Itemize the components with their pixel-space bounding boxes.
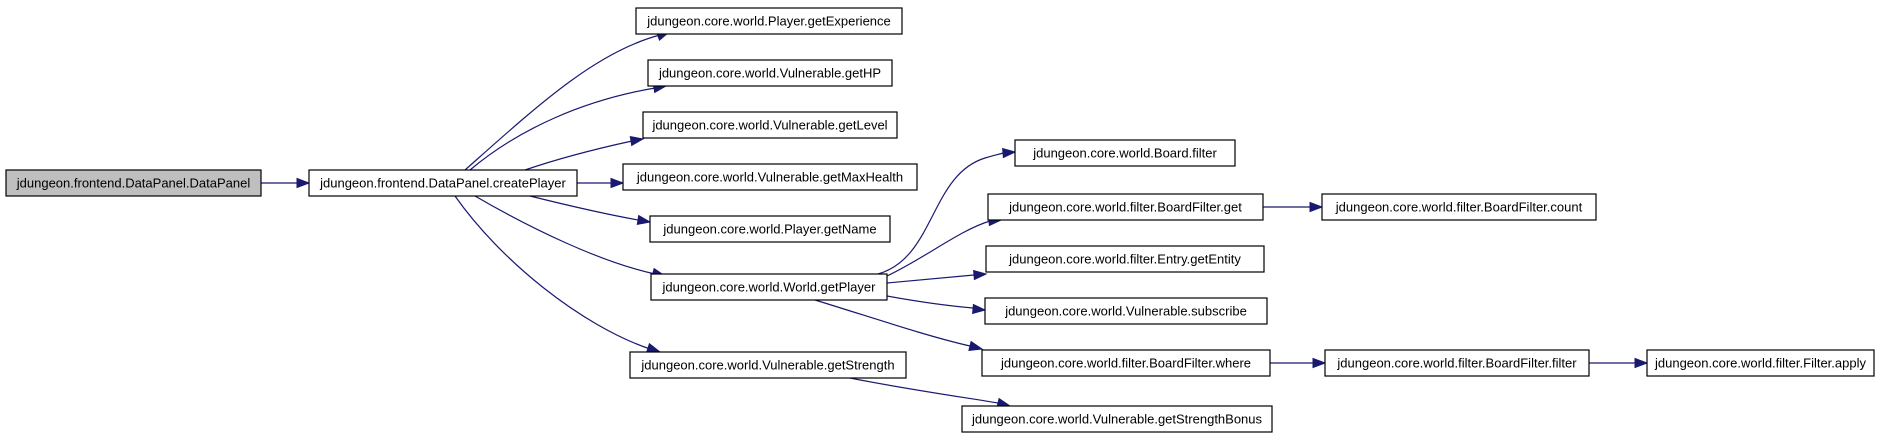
edge-n1-n8 — [454, 195, 662, 353]
edge-line — [877, 152, 1004, 275]
node-n14[interactable]: jdungeon.core.world.Vulnerable.getStreng… — [961, 405, 1273, 433]
node-label: jdungeon.core.world.Vulnerable.getStreng… — [640, 358, 894, 373]
node-label: jdungeon.core.world.Vulnerable.getStreng… — [971, 412, 1263, 427]
edge-line — [524, 140, 633, 171]
edge-arrowhead — [973, 269, 988, 281]
edge-n10-n15 — [1263, 201, 1324, 213]
edge-line — [469, 87, 656, 171]
edge-n0-n1 — [261, 177, 311, 189]
edge-line — [886, 220, 991, 277]
node-box[interactable] — [961, 405, 1273, 433]
edge-n1-n4 — [524, 135, 645, 171]
call-nodes: jdungeon.frontend.DataPanel.DataPanel jdu… — [5, 7, 1875, 433]
node-n5[interactable]: jdungeon.core.world.Vulnerable.getMaxHea… — [622, 163, 918, 191]
node-box[interactable] — [1014, 139, 1236, 167]
node-box[interactable] — [308, 169, 578, 197]
node-box[interactable] — [647, 59, 893, 87]
edge-n7-n10 — [886, 215, 1003, 277]
node-n0[interactable]: jdungeon.frontend.DataPanel.DataPanel — [5, 169, 262, 197]
node-label: jdungeon.core.world.filter.BoardFilter.w… — [1000, 356, 1251, 371]
edge-n7-n13 — [814, 299, 984, 351]
edge-n7-n11 — [886, 269, 988, 284]
node-label: jdungeon.core.world.filter.BoardFilter.g… — [1008, 200, 1242, 215]
edge-arrowhead — [1309, 201, 1324, 213]
node-label: jdungeon.core.world.filter.BoardFilter.c… — [1335, 200, 1583, 215]
node-box[interactable] — [622, 163, 918, 191]
edge-line — [886, 295, 974, 309]
edge-arrowhead — [296, 177, 311, 189]
node-n11[interactable]: jdungeon.core.world.filter.Entry.getEnti… — [985, 245, 1265, 273]
node-n1[interactable]: jdungeon.frontend.DataPanel.createPlayer — [308, 169, 578, 197]
node-n15[interactable]: jdungeon.core.world.filter.BoardFilter.c… — [1321, 193, 1597, 221]
node-box[interactable] — [629, 351, 907, 379]
node-label: jdungeon.core.world.Vulnerable.getMaxHea… — [636, 170, 903, 185]
node-box[interactable] — [984, 297, 1268, 325]
node-box[interactable] — [981, 349, 1271, 377]
edge-arrowhead — [636, 214, 652, 226]
node-n4[interactable]: jdungeon.core.world.Vulnerable.getLevel — [642, 111, 898, 139]
edge-line — [886, 274, 975, 284]
edge-n1-n7 — [474, 195, 667, 278]
node-label: jdungeon.core.world.Board.filter — [1032, 146, 1217, 161]
edge-arrowhead — [610, 177, 625, 189]
edge-arrowhead — [1002, 147, 1017, 159]
edge-n13-n16 — [1270, 357, 1327, 369]
node-n8[interactable]: jdungeon.core.world.Vulnerable.getStreng… — [629, 351, 907, 379]
node-box[interactable] — [635, 7, 903, 35]
edge-arrowhead — [968, 340, 984, 351]
node-n13[interactable]: jdungeon.core.world.filter.BoardFilter.w… — [981, 349, 1271, 377]
edge-line — [464, 34, 661, 171]
node-label: jdungeon.frontend.DataPanel.DataPanel — [16, 176, 251, 191]
node-label: jdungeon.core.world.World.getPlayer — [662, 280, 877, 295]
node-box[interactable] — [5, 169, 262, 197]
node-box[interactable] — [649, 215, 891, 243]
edge-n7-n12 — [886, 295, 987, 315]
edge-arrowhead — [972, 303, 987, 315]
node-n12[interactable]: jdungeon.core.world.Vulnerable.subscribe — [984, 297, 1268, 325]
node-n16[interactable]: jdungeon.core.world.filter.BoardFilter.f… — [1324, 349, 1590, 377]
node-label: jdungeon.core.world.filter.Filter.apply — [1654, 356, 1867, 371]
edge-arrowhead — [645, 342, 662, 353]
edge-line — [814, 299, 971, 347]
node-label: jdungeon.core.world.Player.getName — [662, 222, 876, 237]
node-box[interactable] — [650, 273, 888, 301]
node-n3[interactable]: jdungeon.core.world.Vulnerable.getHP — [647, 59, 893, 87]
node-n10[interactable]: jdungeon.core.world.filter.BoardFilter.g… — [987, 193, 1264, 221]
edge-n1-n2 — [464, 31, 671, 171]
node-label: jdungeon.core.world.Vulnerable.subscribe — [1004, 304, 1247, 319]
node-n7[interactable]: jdungeon.core.world.World.getPlayer — [650, 273, 888, 301]
node-label: jdungeon.core.world.Player.getExperience — [646, 14, 891, 29]
node-n9[interactable]: jdungeon.core.world.Board.filter — [1014, 139, 1236, 167]
node-label: jdungeon.frontend.DataPanel.createPlayer — [319, 176, 566, 191]
edge-line — [529, 195, 639, 221]
edge-line — [849, 377, 999, 404]
call-edges — [261, 31, 1649, 408]
edge-n16-n17 — [1589, 357, 1649, 369]
edge-arrowhead — [629, 135, 645, 147]
node-label: jdungeon.core.world.Vulnerable.getHP — [658, 66, 881, 81]
node-n17[interactable]: jdungeon.core.world.filter.Filter.apply — [1646, 349, 1875, 377]
node-box[interactable] — [985, 245, 1265, 273]
node-label: jdungeon.core.world.filter.BoardFilter.f… — [1336, 356, 1577, 371]
node-box[interactable] — [1646, 349, 1875, 377]
edge-n1-n5 — [577, 177, 625, 189]
edge-line — [474, 195, 656, 275]
node-box[interactable] — [1321, 193, 1597, 221]
node-box[interactable] — [1324, 349, 1590, 377]
node-n6[interactable]: jdungeon.core.world.Player.getName — [649, 215, 891, 243]
node-box[interactable] — [642, 111, 898, 139]
edge-arrowhead — [1312, 357, 1327, 369]
node-label: jdungeon.core.world.filter.Entry.getEnti… — [1008, 252, 1241, 267]
node-box[interactable] — [987, 193, 1264, 221]
edge-arrowhead — [1634, 357, 1649, 369]
node-label: jdungeon.core.world.Vulnerable.getLevel — [651, 118, 887, 133]
edge-n8-n14 — [849, 377, 1012, 408]
edge-n1-n6 — [529, 195, 652, 226]
node-n2[interactable]: jdungeon.core.world.Player.getExperience — [635, 7, 903, 35]
edge-n7-n9 — [877, 147, 1017, 275]
edge-line — [454, 195, 651, 350]
